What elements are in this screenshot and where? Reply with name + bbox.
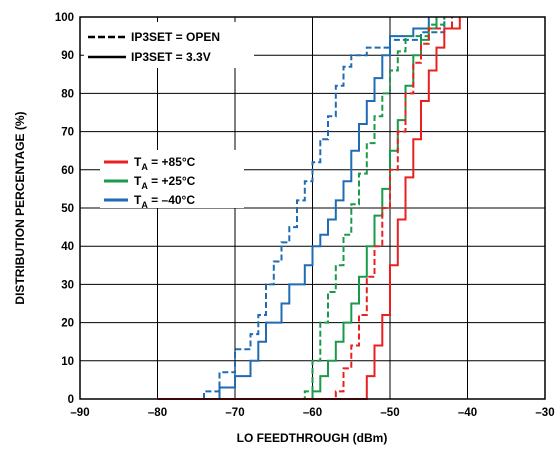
y-tick-label: 60 [61, 165, 74, 177]
y-tick-label: 0 [68, 394, 74, 406]
y-tick-label: 90 [61, 50, 74, 62]
series-line-0 [157, 17, 430, 400]
y-tick-labels: 0 10 20 30 40 50 60 70 80 90 100 [55, 12, 74, 406]
legend-temp-label: TA = +25°C [134, 174, 196, 191]
series-line-4 [157, 17, 461, 400]
legend-temp-label: TA = –40°C [134, 193, 195, 210]
series-line-5 [157, 17, 453, 400]
x-tick-label: –30 [535, 407, 554, 419]
y-tick-label: 40 [61, 241, 74, 253]
y-axis-label: DISTRIBUTION PERCENTAGE (%) [13, 111, 27, 304]
legend-style-box [84, 22, 254, 68]
y-tick-label: 80 [61, 88, 74, 100]
legend-temp-box [100, 150, 244, 208]
legend-style-label: IP3SET = OPEN [131, 30, 220, 44]
series-line-3 [157, 17, 446, 400]
y-tick-label: 100 [55, 12, 74, 24]
y-tick-label: 20 [61, 318, 74, 330]
x-tick-label: –70 [225, 407, 244, 419]
y-tick-label: 30 [61, 279, 74, 291]
x-tick-labels: –90 –80 –70 –60 –50 –40 –30 [70, 407, 554, 419]
legend-temperature: TA = +85°C TA = +25°C TA = –40°C [100, 150, 244, 210]
plot-series [157, 17, 461, 400]
plot-frame [79, 16, 546, 400]
y-tick-label: 50 [61, 203, 74, 215]
x-tick-label: –90 [70, 407, 89, 419]
x-axis-label: LO FEEDTHROUGH (dBm) [237, 431, 388, 445]
x-tick-label: –80 [148, 407, 167, 419]
series-line-1 [203, 17, 446, 399]
legend-style: IP3SET = OPEN IP3SET = 3.3V [84, 22, 254, 68]
x-tick-label: –40 [458, 407, 477, 419]
legend-style-label: IP3SET = 3.3V [131, 50, 211, 64]
x-tick-label: –50 [380, 407, 399, 419]
y-tick-label: 70 [61, 127, 74, 139]
x-tick-label: –60 [303, 407, 322, 419]
legend-temp-label: TA = +85°C [134, 155, 196, 172]
y-tick-label: 10 [61, 356, 74, 368]
